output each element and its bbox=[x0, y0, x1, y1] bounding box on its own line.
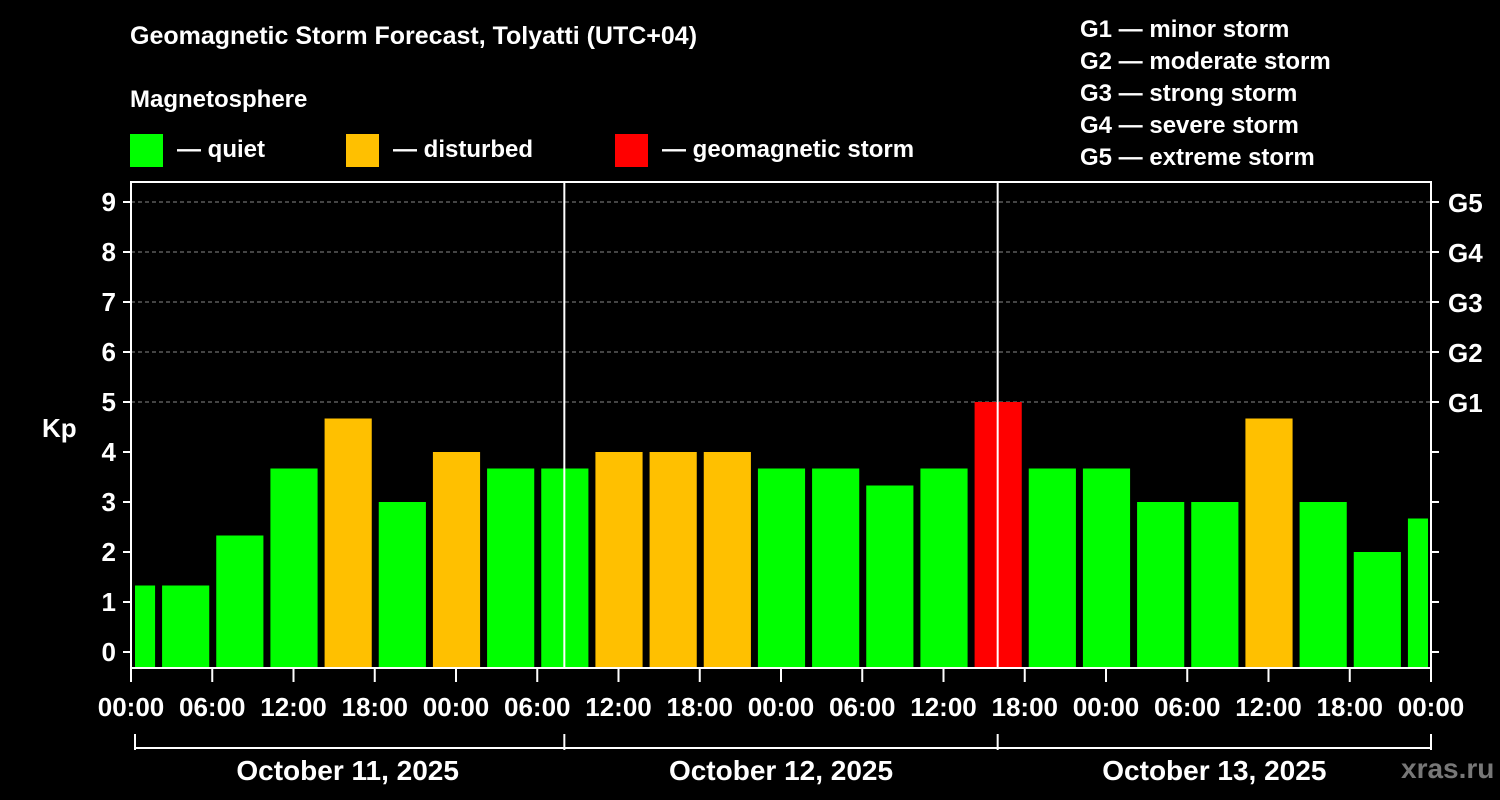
storm-scale-g4: G4 — severe storm bbox=[1080, 112, 1299, 139]
y-tick-label-6: 6 bbox=[102, 337, 116, 367]
y-tick-label-9: 9 bbox=[102, 187, 116, 217]
storm-scale-g3: G3 — strong storm bbox=[1080, 80, 1298, 107]
x-tick-label-15: 18:00 bbox=[1317, 692, 1384, 722]
x-tick-label-7: 18:00 bbox=[667, 692, 734, 722]
bar-15 bbox=[920, 468, 968, 668]
bar-0 bbox=[135, 585, 156, 668]
bar-21 bbox=[1245, 418, 1293, 668]
watermark: xras.ru bbox=[1401, 753, 1495, 784]
y-tick-label-3: 3 bbox=[102, 487, 116, 517]
y-tick-label-1: 1 bbox=[102, 587, 116, 617]
bar-19 bbox=[1137, 502, 1185, 668]
legend-item-storm: — geomagnetic storm bbox=[615, 133, 914, 167]
right-label-g1: G1 bbox=[1448, 388, 1483, 418]
y-axis-label: Kp bbox=[42, 413, 77, 443]
legend-swatch-disturbed bbox=[346, 133, 379, 167]
x-tick-label-12: 00:00 bbox=[1073, 692, 1140, 722]
bar-13 bbox=[812, 468, 860, 668]
day-label-0: October 11, 2025 bbox=[236, 755, 459, 786]
x-tick-label-2: 12:00 bbox=[260, 692, 327, 722]
storm-scale-g2: G2 — moderate storm bbox=[1080, 48, 1331, 75]
x-tick-label-8: 00:00 bbox=[748, 692, 815, 722]
x-tick-label-14: 12:00 bbox=[1235, 692, 1302, 722]
bar-20 bbox=[1191, 502, 1239, 668]
x-tick-label-13: 06:00 bbox=[1154, 692, 1221, 722]
bar-4 bbox=[324, 418, 372, 668]
bar-24 bbox=[1407, 518, 1428, 668]
storm-scale-g1: G1 — minor storm bbox=[1080, 16, 1290, 43]
bar-22 bbox=[1299, 502, 1347, 668]
x-tick-label-4: 00:00 bbox=[423, 692, 490, 722]
bar-17 bbox=[1028, 468, 1076, 668]
legend-swatch-storm bbox=[615, 133, 648, 167]
storm-scale-g5: G5 — extreme storm bbox=[1080, 144, 1315, 171]
legend-label-quiet: — quiet bbox=[177, 136, 265, 163]
day-label-2: October 13, 2025 bbox=[1102, 755, 1326, 786]
legend-heading: Magnetosphere bbox=[130, 86, 308, 113]
bar-14 bbox=[866, 485, 914, 668]
y-tick-label-2: 2 bbox=[102, 537, 116, 567]
chart-title: Geomagnetic Storm Forecast, Tolyatti (UT… bbox=[130, 22, 698, 50]
x-tick-label-16: 00:00 bbox=[1398, 692, 1465, 722]
y-tick-label-0: 0 bbox=[102, 637, 116, 667]
legend-swatch-quiet bbox=[130, 133, 163, 167]
x-tick-label-1: 06:00 bbox=[179, 692, 246, 722]
x-tick-label-9: 06:00 bbox=[829, 692, 896, 722]
y-tick-label-7: 7 bbox=[102, 287, 116, 317]
bar-23 bbox=[1353, 552, 1401, 668]
legend-item-quiet: — quiet bbox=[130, 133, 265, 167]
bar-12 bbox=[757, 468, 806, 668]
bar-18 bbox=[1082, 468, 1131, 668]
right-label-g4: G4 bbox=[1448, 238, 1483, 268]
x-tick-label-5: 06:00 bbox=[504, 692, 571, 722]
y-tick-label-4: 4 bbox=[102, 437, 117, 467]
x-tick-label-11: 18:00 bbox=[992, 692, 1059, 722]
bar-6 bbox=[432, 452, 481, 668]
x-tick-label-3: 18:00 bbox=[342, 692, 409, 722]
x-tick-label-10: 12:00 bbox=[910, 692, 977, 722]
bar-10 bbox=[649, 452, 697, 668]
bar-2 bbox=[216, 535, 264, 668]
bar-11 bbox=[703, 452, 751, 668]
bar-5 bbox=[378, 502, 426, 668]
right-label-g3: G3 bbox=[1448, 288, 1483, 318]
right-label-g5: G5 bbox=[1448, 188, 1483, 218]
storm-scale-legend: G1 — minor storm G2 — moderate storm G3 … bbox=[1080, 14, 1331, 174]
bar-1 bbox=[162, 585, 210, 668]
x-tick-label-6: 12:00 bbox=[585, 692, 652, 722]
day-label-1: October 12, 2025 bbox=[669, 755, 893, 786]
legend-label-storm: — geomagnetic storm bbox=[662, 136, 915, 163]
x-tick-label-0: 00:00 bbox=[98, 692, 165, 722]
bar-7 bbox=[487, 468, 535, 668]
y-tick-label-5: 5 bbox=[102, 387, 116, 417]
legend-item-disturbed: — disturbed bbox=[346, 133, 533, 167]
y-tick-label-8: 8 bbox=[102, 237, 116, 267]
legend-label-disturbed: — disturbed bbox=[393, 136, 534, 163]
right-label-g2: G2 bbox=[1448, 338, 1483, 368]
bar-3 bbox=[270, 468, 318, 668]
bar-9 bbox=[595, 452, 643, 668]
